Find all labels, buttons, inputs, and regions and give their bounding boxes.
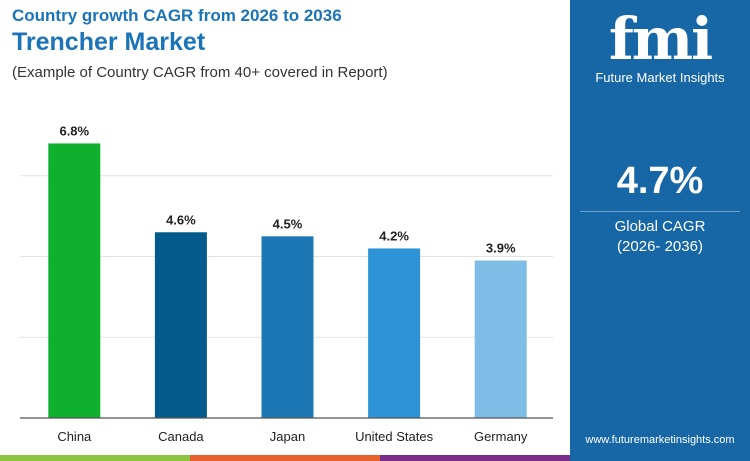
fmi-logo: fmi Future Market Insights: [570, 8, 750, 85]
stripe-purple: [380, 455, 570, 461]
logo-subtitle: Future Market Insights: [595, 70, 725, 85]
bar-united-states: [368, 248, 421, 418]
data-label: 4.6%: [166, 212, 196, 227]
x-tick-label: United States: [355, 429, 434, 444]
global-cagr-label: Global CAGR (2026- 2036): [570, 217, 750, 257]
x-tick-label: Germany: [474, 429, 528, 444]
cagr-label: Global CAGR: [614, 218, 706, 235]
logo-text: fmi: [608, 5, 713, 73]
bar-japan: [261, 236, 314, 418]
stripe-orange: [190, 455, 380, 461]
x-tick-label: Canada: [158, 429, 204, 444]
data-label: 4.5%: [273, 216, 303, 231]
chart-supertitle: Country growth CAGR from 2026 to 2036: [12, 6, 342, 25]
data-label: 3.9%: [486, 241, 516, 256]
chart-title: Trencher Market: [12, 28, 206, 56]
divider: [580, 211, 740, 212]
x-tick-label: Japan: [270, 429, 305, 444]
global-cagr-value: 4.7%: [616, 160, 704, 202]
bar-china: [48, 143, 101, 418]
data-label: 6.8%: [59, 123, 89, 138]
x-tick-label: China: [57, 429, 92, 444]
bar-germany: [474, 260, 527, 418]
summary-panel: fmi Future Market Insights 4.7% Global C…: [570, 0, 750, 461]
chart-subtitle: (Example of Country CAGR from 40+ covere…: [12, 64, 388, 81]
cagr-period: (2026- 2036): [617, 238, 703, 255]
bar-canada: [154, 232, 207, 418]
data-label: 4.2%: [379, 228, 409, 243]
stripe-green: [0, 455, 190, 461]
website-link[interactable]: www.futuremarketinsights.com: [585, 434, 735, 446]
bar-chart: 6.8% China 4.6% Canada 4.5% Japan 4.2% United S…: [20, 123, 553, 444]
